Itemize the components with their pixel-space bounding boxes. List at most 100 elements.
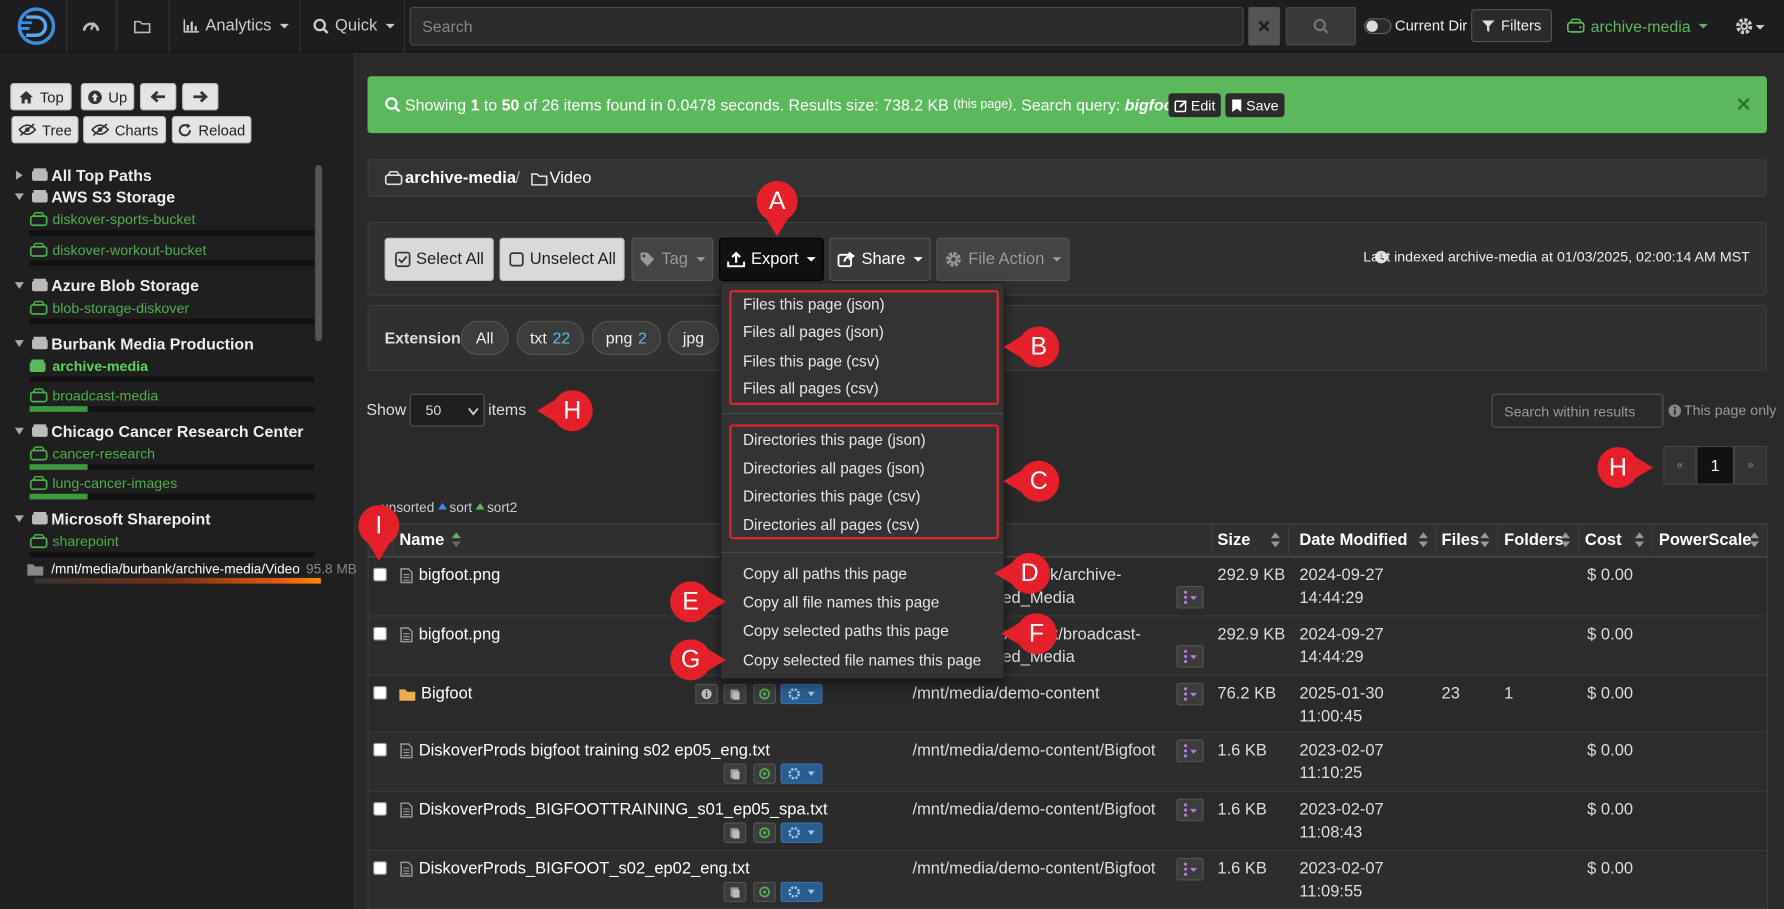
file-path[interactable]: /mnt/media/demo-content/Bigfoot	[912, 800, 1156, 820]
clear-search-button[interactable]	[1248, 6, 1280, 46]
search-button[interactable]	[1285, 6, 1357, 46]
reload-button[interactable]: Reload	[171, 116, 252, 144]
breadcrumb-item[interactable]: Video	[549, 169, 592, 188]
pagination-button[interactable]: «	[1663, 445, 1697, 485]
save-button[interactable]: Save	[1225, 93, 1285, 118]
pagination-button[interactable]: 1	[1696, 445, 1734, 485]
file-name[interactable]: DiskoverProds_BIGFOOT_s02_ep02_eng.txt	[418, 860, 750, 879]
tree-group-label[interactable]: AWS S3 Storage	[51, 187, 176, 206]
file-name[interactable]: Bigfoot	[420, 684, 473, 704]
column-header[interactable]: Files	[1441, 531, 1480, 550]
back-button[interactable]	[139, 83, 177, 111]
unselect-all-button[interactable]: Unselect All	[499, 237, 625, 282]
search-box[interactable]: Search	[409, 6, 1244, 46]
row-menu-button[interactable]	[1176, 857, 1204, 881]
tree-button[interactable]: Tree	[11, 116, 79, 144]
menu-item[interactable]: Directories this page (csv)	[742, 488, 921, 506]
row-checkbox[interactable]	[373, 802, 387, 816]
tree-caret[interactable]	[14, 513, 25, 524]
tree-caret[interactable]	[14, 338, 25, 349]
quick-menu[interactable]: Quick	[312, 9, 396, 43]
menu-item[interactable]: Copy selected file names this page	[742, 651, 982, 669]
column-header[interactable]: Name	[399, 531, 445, 550]
column-header[interactable]: PowerScale	[1658, 531, 1752, 550]
menu-item[interactable]: Directories all pages (csv)	[742, 516, 920, 534]
file-path[interactable]: /mnt/media/demo-content/Bigfoot	[912, 860, 1156, 879]
tag-button[interactable]: Tag	[631, 237, 714, 282]
tree-group-label[interactable]: Chicago Cancer Research Center	[51, 422, 304, 441]
tree-item-label[interactable]: cancer-research	[52, 445, 156, 462]
file-path[interactable]: /mnt/media/demo-content/Bigfoot	[912, 741, 1156, 760]
current-dir-toggle[interactable]	[1364, 18, 1392, 35]
menu-item[interactable]: Copy all file names this page	[742, 593, 940, 611]
tree-item-label[interactable]: sharepoint	[52, 533, 119, 550]
index-menu[interactable]: archive-media	[1567, 9, 1708, 43]
tree-caret[interactable]	[14, 425, 25, 436]
row-menu-button[interactable]	[1176, 739, 1204, 763]
file-action-button[interactable]: File Action	[936, 237, 1070, 282]
menu-item[interactable]: Copy all paths this page	[742, 565, 907, 583]
filters-button[interactable]: Filters	[1471, 9, 1552, 43]
tree-group-label[interactable]: Burbank Media Production	[51, 334, 254, 353]
forward-button[interactable]	[182, 83, 219, 111]
column-header[interactable]: Folders	[1504, 531, 1564, 550]
extension-chip[interactable]: jpg	[667, 320, 720, 355]
page-size-select[interactable]: 50	[409, 393, 485, 427]
pagination-button[interactable]: »	[1733, 445, 1767, 485]
tree-item-label[interactable]: diskover-workout-bucket	[52, 242, 207, 259]
share-button[interactable]: Share	[829, 237, 931, 282]
tree-group-label[interactable]: Azure Blob Storage	[51, 276, 200, 295]
tree-item-label[interactable]: broadcast-media	[52, 387, 159, 404]
row-checkbox[interactable]	[373, 567, 387, 582]
file-name[interactable]: bigfoot.png	[418, 625, 501, 644]
top-button[interactable]: Top	[10, 83, 72, 111]
tree-caret[interactable]	[14, 191, 25, 202]
tree-caret[interactable]	[14, 280, 25, 291]
menu-item[interactable]: Files this page (csv)	[742, 352, 880, 370]
row-gear-button[interactable]	[780, 822, 823, 844]
select-all-button[interactable]: Select All	[384, 237, 494, 282]
tree-group-label[interactable]: Microsoft Sharepoint	[51, 509, 211, 528]
column-header[interactable]: Cost	[1584, 531, 1622, 550]
file-name[interactable]: DiskoverProds bigfoot training s02 ep05_…	[418, 741, 770, 760]
tree-item-label[interactable]: blob-storage-diskover	[52, 300, 190, 317]
row-menu-button[interactable]	[1176, 798, 1204, 822]
column-header[interactable]: Size	[1217, 531, 1251, 550]
breadcrumb-item[interactable]: archive-media	[405, 169, 517, 188]
row-gear-button[interactable]	[780, 683, 823, 705]
menu-item[interactable]: Files all pages (csv)	[742, 379, 879, 398]
row-gear-button[interactable]	[780, 763, 823, 784]
row-gear-button[interactable]	[780, 881, 823, 903]
file-name[interactable]: bigfoot.png	[418, 566, 501, 585]
file-name[interactable]: DiskoverProds_BIGFOOTTRAINING_s01_ep05_s…	[418, 800, 828, 820]
alert-close[interactable]	[1736, 97, 1752, 113]
extension-chip[interactable]: txt 22	[516, 320, 584, 355]
row-checkbox[interactable]	[373, 626, 387, 641]
tree-caret[interactable]	[14, 170, 25, 181]
extension-chip[interactable]: All	[460, 320, 509, 355]
row-checkbox[interactable]	[373, 686, 387, 700]
menu-item[interactable]: Files all pages (json)	[742, 323, 884, 341]
menu-item[interactable]: Directories all pages (json)	[742, 459, 925, 477]
up-button[interactable]: Up	[80, 83, 135, 111]
row-menu-button[interactable]	[1176, 682, 1204, 706]
settings-icon[interactable]	[1734, 16, 1766, 36]
menu-item[interactable]: Copy selected paths this page	[742, 622, 949, 640]
export-button[interactable]: Export	[719, 237, 824, 282]
analytics-menu[interactable]: Analytics	[182, 9, 290, 43]
tree-group-label[interactable]: All Top Paths	[51, 166, 152, 185]
menu-item[interactable]: Files this page (json)	[742, 295, 885, 313]
row-menu-button[interactable]	[1176, 645, 1204, 668]
tree-item-label[interactable]: lung-cancer-images	[52, 475, 178, 492]
results-search[interactable]: Search within results	[1491, 393, 1664, 428]
tree-item-label[interactable]: archive-media	[52, 358, 148, 375]
row-menu-button[interactable]	[1176, 585, 1204, 609]
menu-item[interactable]: Directories this page (json)	[742, 431, 926, 449]
row-checkbox[interactable]	[373, 742, 387, 757]
charts-button[interactable]: Charts	[83, 116, 167, 144]
edit-button[interactable]: Edit	[1168, 93, 1221, 118]
file-path[interactable]: /mnt/media/demo-content	[912, 684, 1100, 704]
row-checkbox[interactable]	[373, 861, 387, 875]
extension-chip[interactable]: png 2	[591, 320, 662, 355]
tree-item-label[interactable]: diskover-sports-bucket	[52, 211, 196, 228]
